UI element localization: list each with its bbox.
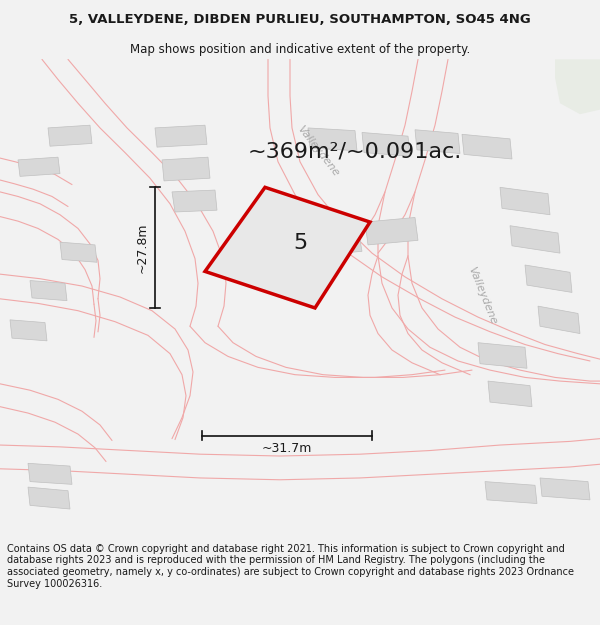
Text: 5, VALLEYDENE, DIBDEN PURLIEU, SOUTHAMPTON, SO45 4NG: 5, VALLEYDENE, DIBDEN PURLIEU, SOUTHAMPT…: [69, 13, 531, 26]
Polygon shape: [10, 320, 47, 341]
Polygon shape: [510, 226, 560, 253]
Polygon shape: [538, 306, 580, 334]
Polygon shape: [205, 188, 370, 308]
Polygon shape: [18, 157, 60, 176]
Text: Map shows position and indicative extent of the property.: Map shows position and indicative extent…: [130, 42, 470, 56]
Polygon shape: [362, 132, 410, 156]
Polygon shape: [28, 463, 72, 484]
Polygon shape: [155, 125, 207, 147]
Polygon shape: [485, 482, 537, 504]
Polygon shape: [462, 134, 512, 159]
Polygon shape: [308, 128, 357, 151]
Polygon shape: [28, 487, 70, 509]
Text: 5: 5: [293, 232, 308, 253]
Polygon shape: [162, 157, 210, 181]
Polygon shape: [540, 478, 590, 500]
Polygon shape: [365, 217, 418, 245]
Polygon shape: [525, 265, 572, 292]
Polygon shape: [500, 188, 550, 215]
Polygon shape: [172, 190, 217, 212]
Text: Valleydene: Valleydene: [466, 265, 498, 326]
Polygon shape: [415, 130, 460, 154]
Polygon shape: [488, 381, 532, 407]
Polygon shape: [310, 229, 362, 256]
Text: ~31.7m: ~31.7m: [262, 442, 312, 455]
Polygon shape: [60, 242, 97, 262]
Text: ~369m²/~0.091ac.: ~369m²/~0.091ac.: [248, 142, 462, 162]
Polygon shape: [555, 59, 600, 114]
Polygon shape: [48, 125, 92, 146]
Text: Contains OS data © Crown copyright and database right 2021. This information is : Contains OS data © Crown copyright and d…: [7, 544, 574, 589]
Polygon shape: [30, 281, 67, 301]
Text: ~27.8m: ~27.8m: [136, 222, 149, 273]
Polygon shape: [248, 238, 298, 262]
Polygon shape: [478, 342, 527, 368]
Text: Valleydene: Valleydene: [295, 124, 341, 178]
